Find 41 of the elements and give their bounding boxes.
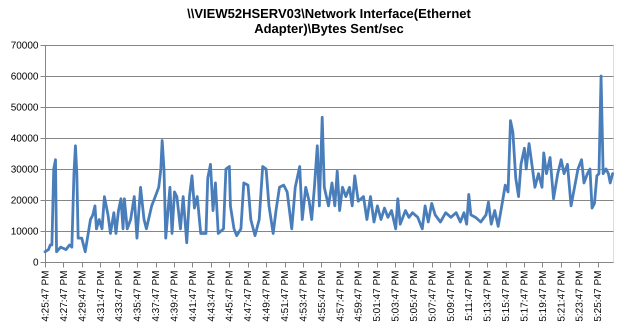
- x-tick-label: 4:59:47 PM: [354, 270, 365, 322]
- y-tick-label: 60000: [10, 72, 39, 82]
- x-tick-label: 4:55:47 PM: [316, 270, 328, 322]
- x-tick-label: 4:25:47 PM: [40, 270, 52, 322]
- x-tick-label: 4:41:47 PM: [188, 270, 199, 322]
- y-tick-label: 20000: [10, 196, 39, 206]
- x-tick-label: 5:17:47 PM: [519, 270, 530, 322]
- x-tick-label: 5:23:47 PM: [574, 270, 586, 322]
- x-tick-label: 4:53:47 PM: [298, 270, 310, 322]
- x-tick-label: 5:03:47 PM: [390, 270, 402, 322]
- x-tick-label: 5:13:47 PM: [482, 270, 494, 322]
- x-tick-label: 4:57:47 PM: [335, 270, 346, 322]
- x-tick-label: 5:09:47 PM: [446, 270, 457, 322]
- x-tick-label: 4:29:47 PM: [77, 270, 88, 322]
- chart-title: \\VIEW52HSERV03\Network Interface(Ethernet Adapter)\Bytes Sent/sec: [187, 6, 472, 36]
- x-tick-label: 5:19:47 PM: [538, 270, 549, 322]
- y-tick-label: 50000: [10, 102, 39, 114]
- x-tick-label: 5:07:47 PM: [427, 270, 438, 322]
- x-tick-label: 4:47:47 PM: [243, 270, 254, 322]
- y-tick-label: 30000: [10, 164, 39, 176]
- x-tick-label: 4:33:47 PM: [114, 270, 126, 322]
- y-tick-label: 0: [32, 258, 39, 268]
- y-tick-label: 70000: [10, 40, 39, 52]
- x-tick-label: 5:01:47 PM: [372, 270, 384, 322]
- x-tick-label: 5:15:47 PM: [501, 270, 512, 322]
- y-tick-label: 40000: [10, 134, 39, 144]
- x-tick-label: 5:11:47 PM: [464, 270, 476, 321]
- x-tick-label: 5:25:47 PM: [593, 270, 604, 322]
- x-tick-label: 5:05:47 PM: [408, 270, 420, 322]
- x-tick-label: 4:51:47 PM: [280, 270, 292, 322]
- x-tick-label: 4:35:47 PM: [132, 270, 144, 322]
- x-tick-label: 4:31:47 PM: [96, 270, 107, 322]
- x-tick-label: 4:45:47 PM: [224, 270, 236, 322]
- x-tick-label: 4:37:47 PM: [151, 270, 162, 322]
- x-tick-label: 5:21:47 PM: [556, 270, 568, 322]
- x-tick-label: 4:49:47 PM: [262, 270, 273, 322]
- line-series: [44, 74, 614, 254]
- x-tick-label: 4:43:47 PM: [206, 270, 218, 322]
- x-tick-label: 4:39:47 PM: [169, 270, 180, 322]
- y-tick-label: 10000: [10, 226, 39, 238]
- x-tick-label: 4:27:47 PM: [58, 270, 70, 322]
